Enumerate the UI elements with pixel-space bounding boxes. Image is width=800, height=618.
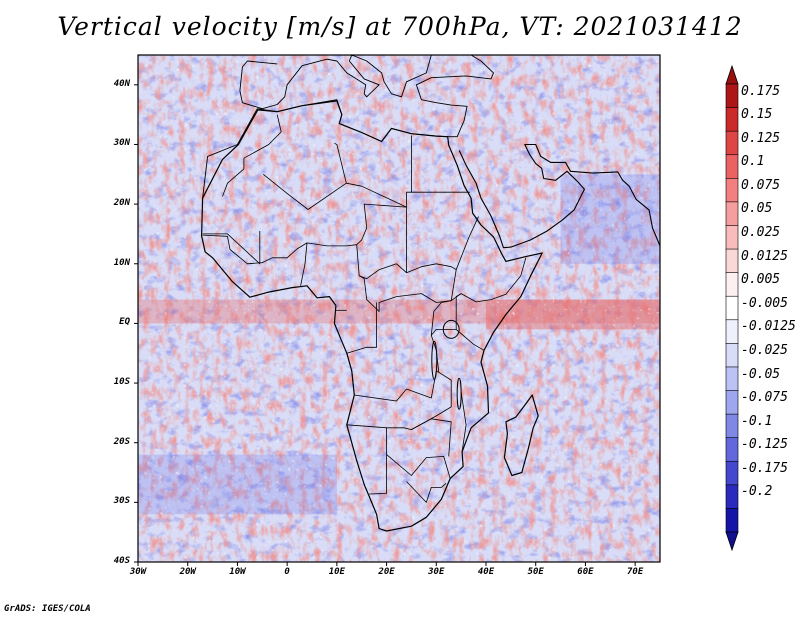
- lon-tick-label: 10E: [328, 567, 345, 577]
- lon-tick-label: 50E: [527, 567, 544, 577]
- country-border-0: [222, 158, 245, 197]
- country-border-6: [202, 231, 261, 265]
- colorbar-swatch: [725, 319, 739, 344]
- field-weak-noise: [138, 55, 660, 562]
- country-border-22: [455, 293, 462, 330]
- colorbar-swatch: [725, 154, 739, 179]
- madagascar-coastline: [503, 394, 539, 477]
- lake-malawi: [456, 377, 462, 410]
- colorbar-label: 0.125: [741, 130, 781, 146]
- country-border-19: [386, 454, 451, 479]
- lat-tick-label: 20N: [113, 198, 130, 209]
- colorbar-label: -0.175: [741, 460, 788, 476]
- axis-ticks: [134, 84, 636, 566]
- lat-tick-label: 40N: [113, 78, 130, 89]
- lat-tick-label: EQ: [119, 317, 130, 328]
- country-border-24: [406, 481, 447, 503]
- colorbar-swatch: [725, 508, 739, 533]
- colorbar: [725, 64, 739, 552]
- colorbar-label: -0.125: [741, 437, 788, 453]
- colorbar-label: -0.1: [741, 413, 773, 429]
- lon-tick-label: 20W: [179, 567, 196, 577]
- colorbar-label: -0.2: [741, 484, 773, 500]
- grads-credit: GrADS: IGES/COLA: [4, 604, 91, 614]
- country-border-23: [460, 391, 467, 452]
- lat-tick-label: 30N: [113, 138, 130, 149]
- lon-tick-label: 40E: [477, 567, 495, 577]
- colorbar-swatch: [725, 484, 739, 510]
- velocity-field: [138, 55, 660, 562]
- colorbar-label: 0.05: [741, 201, 773, 217]
- colorbar-label: -0.075: [741, 390, 788, 406]
- coastlines-and-borders: [201, 55, 660, 532]
- country-border-7: [300, 242, 308, 286]
- lon-tick-label: 30W: [129, 567, 147, 577]
- country-border-1: [243, 114, 282, 159]
- colorbar-swatch: [725, 413, 739, 439]
- country-border-2: [263, 142, 347, 210]
- lon-tick-label: 0: [284, 567, 290, 577]
- lon-tick-label: 30E: [428, 567, 445, 577]
- colorbar-label: 0.025: [741, 225, 781, 241]
- country-border-20: [411, 418, 452, 457]
- lon-tick-label: 20E: [378, 567, 395, 577]
- colorbar-swatch: [725, 248, 739, 274]
- colorbar-bottom-arrow: [725, 531, 739, 552]
- colorbar-swatch: [725, 366, 739, 392]
- country-border-3: [346, 182, 471, 208]
- lat-tick-label: 10N: [113, 257, 130, 268]
- colorbar-swatch: [725, 178, 739, 203]
- lon-tick-label: 10W: [229, 567, 246, 577]
- colorbar-label: -0.025: [741, 342, 788, 358]
- map-title: Vertical velocity [m/s] at 700hPa, VT: 2…: [57, 12, 743, 41]
- colorbar-swatch: [725, 201, 739, 227]
- colorbar-swatch: [725, 295, 739, 321]
- colorbar-label: 0.005: [741, 272, 781, 288]
- lake-tanganyika: [431, 340, 438, 380]
- lon-tick-label: 60E: [577, 567, 594, 577]
- colorbar-swatch: [725, 343, 739, 368]
- mediterranean-coastline: [202, 55, 494, 199]
- lat-tick-label: 20S: [113, 436, 130, 447]
- lat-tick-label: 30S: [113, 496, 130, 507]
- colorbar-swatch: [725, 130, 739, 156]
- lat-tick-label: 10S: [113, 377, 130, 388]
- lake-victoria: [442, 319, 460, 339]
- plot-frame: [137, 54, 661, 563]
- colorbar-label: 0.075: [741, 177, 781, 193]
- colorbar-label: 0.175: [741, 83, 781, 99]
- colorbar-label: -0.05: [741, 366, 781, 382]
- country-border-10: [359, 263, 397, 280]
- colorbar-swatch: [725, 225, 739, 250]
- country-border-18: [369, 427, 388, 495]
- arabia-coastline: [458, 143, 660, 249]
- country-border-8: [356, 244, 527, 312]
- colorbar-label: 0.1: [741, 154, 765, 170]
- country-border-15: [346, 353, 355, 396]
- colorbar-label: 0.15: [741, 107, 773, 123]
- colorbar-swatch: [725, 272, 739, 297]
- colorbar-label: -0.005: [741, 295, 788, 311]
- lat-tick-label: 40S: [113, 556, 130, 566]
- country-border-11: [450, 216, 479, 301]
- country-border-13: [346, 302, 378, 354]
- colorbar-swatch: [725, 83, 739, 109]
- lon-tick-label: 70E: [627, 567, 644, 577]
- colorbar-swatch: [725, 460, 739, 486]
- colorbar-swatch: [725, 390, 739, 415]
- country-border-5: [202, 203, 407, 265]
- colorbar-swatch: [725, 437, 739, 462]
- country-border-12: [406, 263, 457, 274]
- colorbar-swatch: [725, 107, 739, 132]
- colorbar-label: -0.0125: [741, 319, 796, 335]
- country-border-21: [430, 300, 452, 336]
- colorbar-top-arrow: [725, 64, 739, 85]
- colorbar-label: 0.0125: [741, 248, 788, 264]
